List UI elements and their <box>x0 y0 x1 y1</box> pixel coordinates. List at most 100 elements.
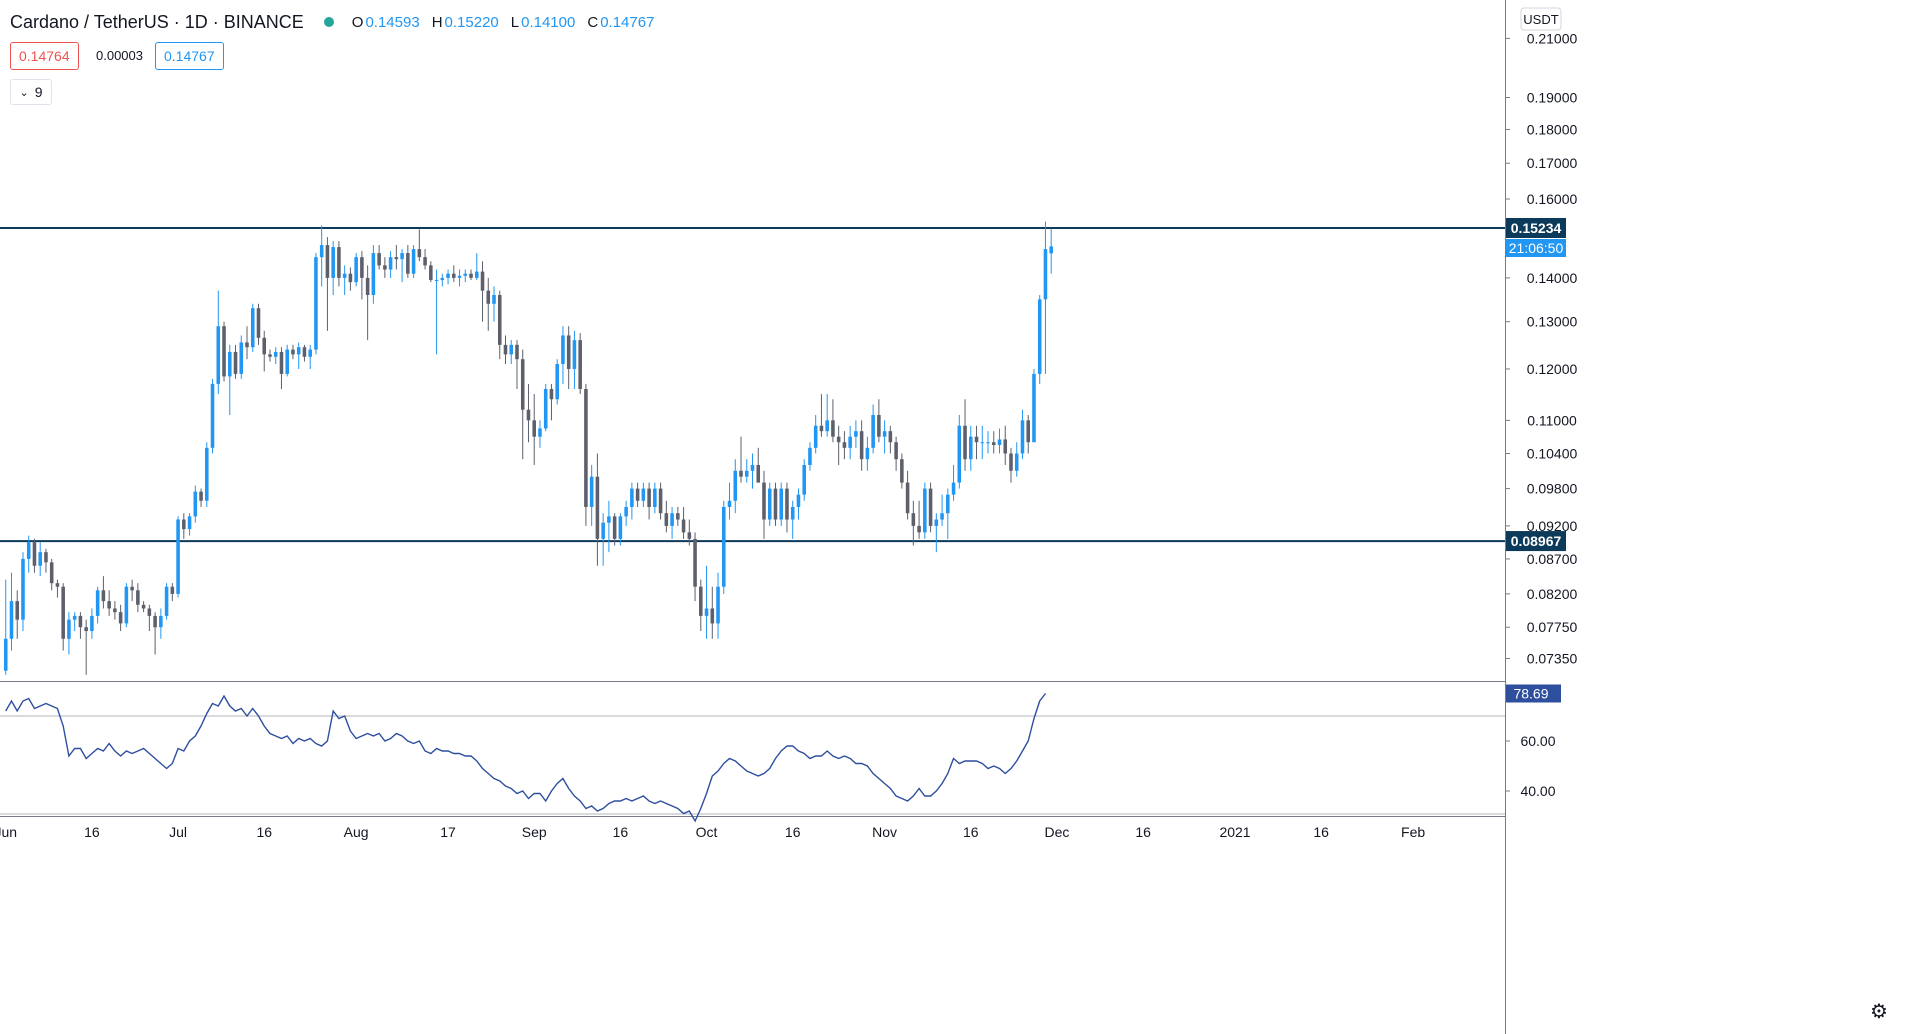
candle-body <box>630 488 634 507</box>
price-tick-label: 0.09200 <box>1527 518 1578 534</box>
candle-body <box>589 476 594 507</box>
candle-body <box>44 552 48 563</box>
candle-body <box>842 442 847 448</box>
candle-body <box>90 615 94 632</box>
candle-body <box>635 488 640 501</box>
candle-body <box>699 586 703 616</box>
candle-body <box>497 295 502 345</box>
candle-body <box>779 488 784 520</box>
candle-body <box>612 516 617 539</box>
candle-body <box>331 247 335 278</box>
candle-body <box>664 513 669 526</box>
candle-body <box>1009 453 1013 471</box>
candle-body <box>480 271 485 291</box>
candle-body <box>95 590 100 616</box>
candle-body <box>1020 420 1025 454</box>
candle-body <box>836 436 841 443</box>
candle-body <box>250 308 255 348</box>
candle-body <box>337 247 341 278</box>
candle-body <box>1043 249 1048 300</box>
candle-body <box>877 415 881 437</box>
candle-body <box>808 447 812 465</box>
candle-body <box>147 608 152 616</box>
candle-body <box>928 488 933 526</box>
symbol-legend: Cardano / TetherUS · 1D · BINANCE O 0.145… <box>10 10 666 34</box>
time-tick-label: 2021 <box>1219 824 1250 840</box>
candle-body <box>969 436 973 460</box>
candle-body <box>227 351 232 377</box>
candle-body <box>934 519 939 526</box>
candle-body <box>222 326 226 377</box>
candle-body <box>360 257 364 278</box>
candle-body <box>882 431 887 437</box>
candle-body <box>520 359 525 410</box>
candle-body <box>417 249 422 258</box>
candle-body <box>319 245 324 258</box>
indicators-count: 9 <box>34 84 43 100</box>
support-price-label: 0.08967 <box>1511 533 1562 549</box>
time-tick-label: Jun <box>0 824 17 840</box>
candle-body <box>394 257 399 260</box>
candle-body <box>21 558 25 620</box>
candle-body <box>957 425 962 483</box>
candle-body <box>974 436 979 443</box>
candle-body <box>578 340 582 389</box>
candle-body <box>940 513 944 520</box>
time-tick-label: 16 <box>84 824 100 840</box>
candle-body <box>55 583 60 587</box>
sell-price-button[interactable]: 0.14764 <box>10 42 79 70</box>
candle-body <box>549 388 554 400</box>
candle-body <box>905 482 910 514</box>
candle-body <box>624 506 628 517</box>
candle-body <box>555 364 559 400</box>
candle-body <box>452 273 456 278</box>
candle-body <box>773 488 778 520</box>
candle-body <box>653 488 657 507</box>
symbol-title[interactable]: Cardano / TetherUS · 1D · BINANCE <box>10 11 304 32</box>
candle-body <box>291 349 295 355</box>
market-status-icon <box>323 17 334 27</box>
ohlc-open: O 0.14593 <box>351 13 420 31</box>
candle-body <box>67 619 71 639</box>
candle-body <box>641 488 646 501</box>
candle-body <box>1003 439 1008 454</box>
candle-body <box>377 253 381 266</box>
candle-body <box>164 586 169 616</box>
candle-body <box>262 337 267 355</box>
candle-body <box>61 586 65 639</box>
price-tick-label: 0.16000 <box>1527 191 1578 207</box>
candle-body <box>302 347 307 357</box>
time-tick-label: Aug <box>344 824 369 840</box>
gear-icon[interactable]: ⚙ <box>1870 1001 1888 1023</box>
candle-body <box>859 431 864 460</box>
price-tick-label: 0.12000 <box>1527 361 1578 377</box>
indicators-toggle-button[interactable]: ⌄ 9 <box>10 79 52 105</box>
candle-body <box>365 277 370 296</box>
price-tick-label: 0.08700 <box>1527 551 1578 567</box>
candle-body <box>1014 453 1019 471</box>
buy-price-button[interactable]: 0.14767 <box>155 42 224 70</box>
candle-body <box>819 425 824 432</box>
candle-body <box>474 271 479 278</box>
candle-body <box>9 601 14 639</box>
candle-body <box>756 464 761 483</box>
candle-body <box>750 464 755 471</box>
candle-body <box>762 482 766 520</box>
candle-body <box>1049 246 1053 254</box>
price-tick-label: 0.09800 <box>1527 481 1578 497</box>
candle-body <box>946 494 950 514</box>
candle-body <box>566 335 571 369</box>
resistance-price-label: 0.15234 <box>1511 220 1562 236</box>
candle-body <box>170 586 175 594</box>
candle-body <box>584 388 588 507</box>
candle-body <box>118 612 123 624</box>
candle-body <box>492 295 496 304</box>
rsi-value-tag <box>1506 684 1561 703</box>
candle-body <box>84 627 88 632</box>
candle-body <box>429 265 433 281</box>
candle-body <box>49 562 54 584</box>
candle-body <box>658 488 663 514</box>
candle-body <box>871 415 875 448</box>
